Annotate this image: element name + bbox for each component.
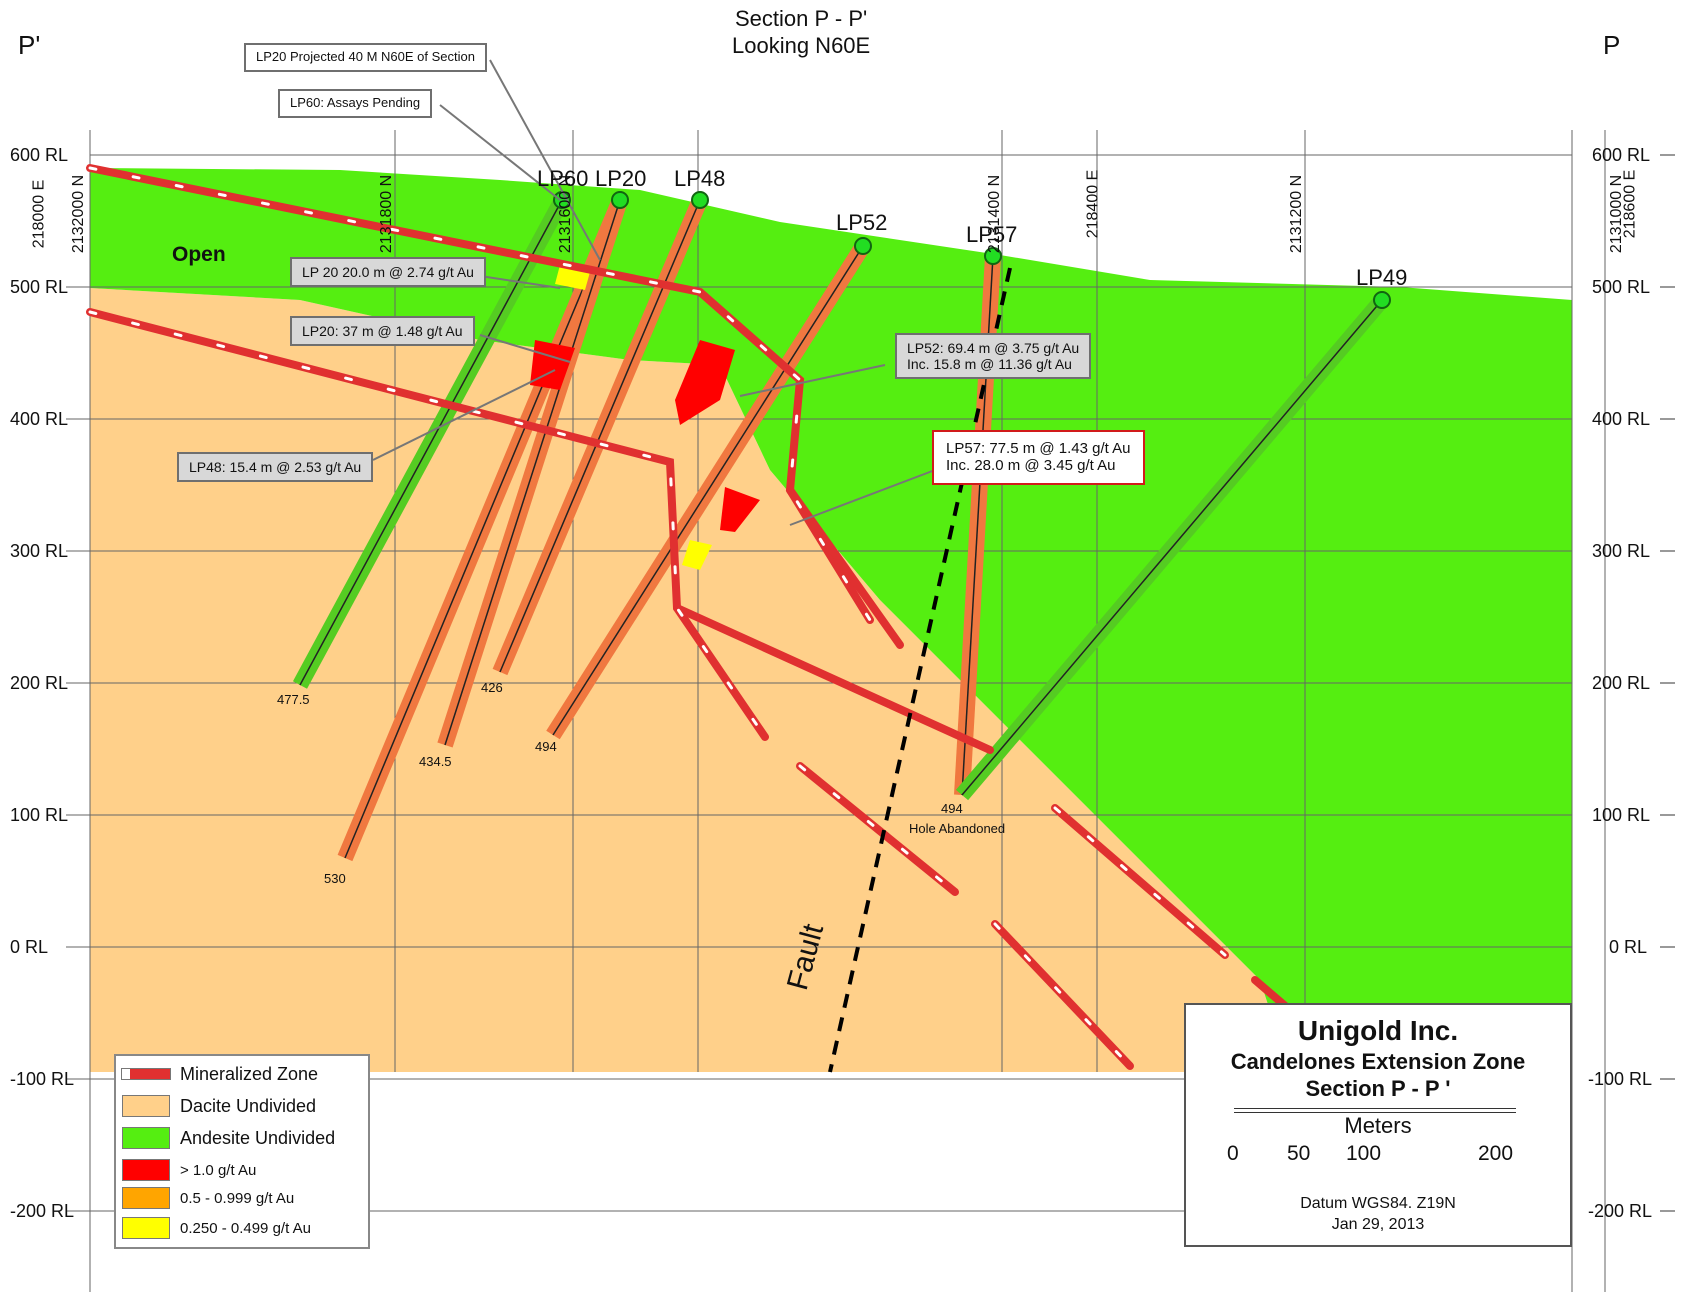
rl-label-left: 0 RL (10, 937, 49, 957)
scale-label-100: 100 (1346, 1142, 1382, 1165)
scale-units: Meters (1344, 1113, 1412, 1138)
callout-lp57: LP57: 77.5 m @ 1.43 g/t Au Inc. 28.0 m @… (932, 430, 1145, 485)
andesite-unit (90, 168, 1572, 1072)
rl-label-right: 300 RL (1592, 541, 1651, 561)
grid-label-e8400: 218400 E (1084, 169, 1102, 239)
depth-label: 477.5 (277, 692, 310, 707)
grid-label-right-e: 218600 E (1621, 169, 1639, 239)
rl-label-right: 500 RL (1592, 277, 1651, 297)
section-subtitle: Looking N60E (732, 33, 871, 58)
rl-label-left: -200 RL (10, 1201, 75, 1221)
map-legend: Mineralized Zone Dacite Undivided Andesi… (114, 1054, 370, 1249)
rl-label-right: -200 RL (1588, 1201, 1653, 1221)
legend-swatch-zone (121, 1068, 171, 1080)
hole-label-lp48: LP48 (674, 166, 726, 191)
grid-label-left-n: 2132000 N (70, 174, 88, 254)
legend-item: Mineralized Zone (121, 1062, 319, 1086)
callout-lp52-line1: LP52: 69.4 m @ 3.75 g/t Au (907, 340, 1080, 356)
company-name: Unigold Inc. (1297, 1015, 1459, 1046)
legend-swatch-low-grade (122, 1217, 170, 1239)
legend-item: 0.250 - 0.499 g/t Au (122, 1216, 311, 1240)
rl-label-right: 400 RL (1592, 409, 1651, 429)
section-name: Section P - P ' (1305, 1076, 1451, 1101)
callout-projected: LP20 Projected 40 M N60E of Section (244, 43, 487, 72)
rl-label-left: 600 RL (10, 145, 69, 165)
title-divider (1234, 1108, 1516, 1113)
scale-label-50: 50 (1287, 1142, 1311, 1165)
depth-label: 494 (535, 739, 557, 754)
depth-label: 434.5 (419, 754, 452, 769)
depth-label: 530 (324, 871, 346, 886)
callout-lp52: LP52: 69.4 m @ 3.75 g/t Au Inc. 15.8 m @… (895, 333, 1092, 380)
legend-swatch-andesite (122, 1127, 170, 1149)
rl-label-left: 500 RL (10, 277, 69, 297)
rl-label-left: 100 RL (10, 805, 69, 825)
right-ticks (1660, 154, 1675, 1212)
rl-label-right: 200 RL (1592, 673, 1651, 693)
scale-label-0: 0 (1227, 1142, 1239, 1165)
legend-label: Andesite Undivided (180, 1127, 336, 1148)
project-name: Candelones Extension Zone (1230, 1049, 1526, 1074)
date-label: Jan 29, 2013 (1331, 1216, 1425, 1233)
hole-label-lp60: LP60 (537, 166, 589, 191)
legend-item: 0.5 - 0.999 g/t Au (122, 1186, 294, 1210)
datum-label: Datum WGS84. Z19N (1300, 1195, 1456, 1212)
leader-lines (372, 59, 936, 526)
rl-label-right: 100 RL (1592, 805, 1651, 825)
dacite-unit (90, 288, 1290, 1072)
right-section-end: P (1603, 30, 1621, 60)
legend-swatch-high-grade (122, 1159, 170, 1181)
rl-label-right: 0 RL (1609, 937, 1648, 957)
grid-label-n1200: 2131200 N (1288, 174, 1306, 254)
title-block: Unigold Inc. Candelones Extension Zone S… (1184, 1003, 1572, 1247)
callout-lp57-line2: Inc. 28.0 m @ 3.45 g/t Au (946, 457, 1116, 475)
legend-swatch-mid-grade (122, 1187, 170, 1209)
grid-label-left-e: 218000 E (30, 179, 48, 249)
callout-lp20-upper: LP 20 20.0 m @ 2.74 g/t Au (290, 257, 486, 288)
legend-label: Mineralized Zone (180, 1063, 319, 1084)
rl-label-right: -100 RL (1588, 1069, 1653, 1089)
fault-line (828, 267, 1012, 1073)
legend-item: Dacite Undivided (122, 1094, 316, 1118)
callout-lp57-line1: LP57: 77.5 m @ 1.43 g/t Au (946, 440, 1131, 457)
mineralized-zones (86, 164, 1294, 1070)
depth-label: 494 (941, 801, 963, 816)
rl-label-left: 400 RL (10, 409, 69, 429)
collars (553, 191, 1391, 309)
scale-label-200: 200 (1478, 1142, 1514, 1165)
legend-label: 0.5 - 0.999 g/t Au (180, 1189, 295, 1207)
rl-label-left: -100 RL (10, 1069, 75, 1089)
hole-label-lp49: LP49 (1356, 265, 1408, 290)
callout-lp20-lower: LP20: 37 m @ 1.48 g/t Au (290, 316, 475, 347)
legend-label: Dacite Undivided (180, 1095, 317, 1116)
legend-item: Andesite Undivided (122, 1126, 335, 1150)
left-section-end: P' (18, 30, 41, 60)
hole-label-lp57: LP57 (966, 222, 1018, 247)
legend-label: > 1.0 g/t Au (180, 1161, 257, 1179)
grid-label-n1800: 2131800 N (378, 174, 396, 254)
open-label: Open (172, 243, 226, 266)
legend-item: > 1.0 g/t Au (122, 1158, 256, 1182)
depth-label: 426 (481, 680, 503, 695)
legend-label: 0.250 - 0.499 g/t Au (180, 1219, 311, 1237)
callout-lp52-line2: Inc. 15.8 m @ 11.36 g/t Au (907, 356, 1072, 373)
callout-lp48: LP48: 15.4 m @ 2.53 g/t Au (177, 452, 374, 483)
legend-swatch-dacite (122, 1095, 170, 1117)
rl-label-right: 600 RL (1592, 145, 1651, 165)
rl-label-left: 200 RL (10, 673, 69, 693)
callout-lp60: LP60: Assays Pending (278, 89, 433, 118)
hole-label-lp52: LP52 (836, 210, 888, 235)
hole-abandoned-label: Hole Abandoned (909, 821, 1006, 836)
grade-intervals (530, 265, 760, 570)
hole-label-lp20: LP20 (595, 166, 647, 191)
rl-label-left: 300 RL (10, 541, 69, 561)
section-title: Section P - P' (735, 6, 868, 31)
